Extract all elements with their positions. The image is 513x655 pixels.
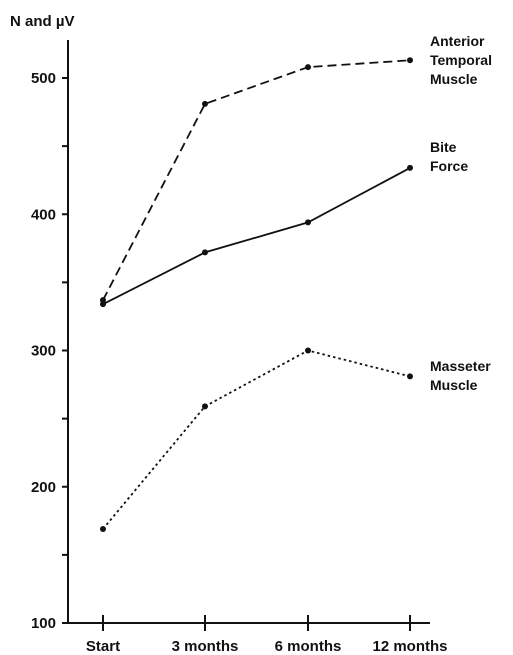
y-tick-label: 400 [31,206,56,223]
y-axis: 100 200 300 400 500 [31,40,69,632]
data-point [202,100,208,107]
series-label: Masseter [430,358,491,374]
series-label: Bite [430,139,457,155]
series-line [102,349,411,530]
data-point [100,301,106,308]
series-line [102,167,411,305]
y-tick-label: 100 [31,615,56,632]
x-tick-label: 3 months [172,638,239,655]
data-point [305,64,311,71]
data-point [202,403,208,410]
series-label: Muscle [430,377,478,393]
data-point [407,57,413,64]
data-point [202,249,208,256]
data-point [407,373,413,380]
series-group [100,57,413,532]
series-label: Muscle [430,71,478,87]
series-labels: Anterior Temporal Muscle Bite Force Masseter M… [430,33,492,393]
data-point [407,164,413,171]
data-point [305,347,311,354]
series-line [102,59,411,301]
y-tick-label: 200 [31,479,56,496]
data-point [100,525,106,532]
series-label: Force [430,158,468,174]
x-tick-label: 6 months [275,638,342,655]
data-point [305,219,311,226]
y-tick-label: 300 [31,343,56,360]
y-axis-title: N and µV [10,13,74,30]
y-tick-label: 500 [31,70,56,87]
series-label: Temporal [430,52,492,68]
x-axis: Start 3 months 6 months 12 months [68,615,448,655]
x-tick-label: 12 months [372,638,447,655]
x-tick-label: Start [86,638,120,655]
series-label: Anterior [430,33,485,49]
